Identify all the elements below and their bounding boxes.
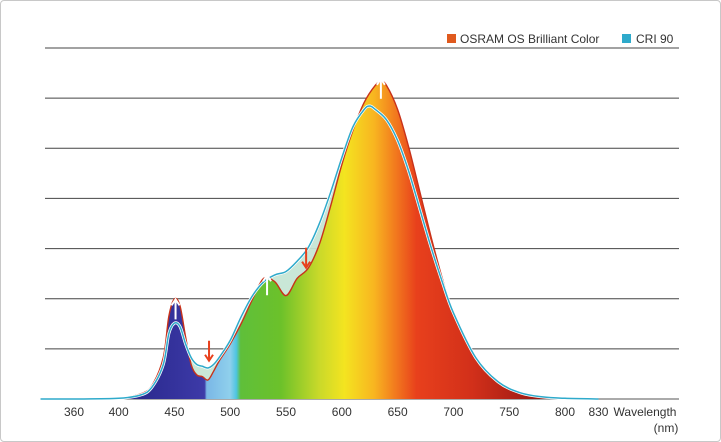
legend-label-cri90: CRI 90 — [636, 32, 674, 46]
annotation-arrows — [170, 76, 386, 363]
legend-swatch-cri90 — [622, 34, 631, 43]
x-tick-label: 600 — [332, 405, 352, 419]
x-axis-unit: (nm) — [654, 421, 679, 435]
x-axis-label: Wavelength — [614, 405, 677, 419]
annotation-arrow-up — [262, 273, 272, 296]
annotation-arrow-down — [301, 247, 311, 270]
x-tick-label: 830 — [588, 405, 608, 419]
arrow-head — [262, 273, 272, 282]
x-tick-label: 750 — [499, 405, 519, 419]
legend-swatch-osram — [447, 34, 456, 43]
x-tick-label: 500 — [220, 405, 240, 419]
annotation-arrow-up — [376, 76, 386, 99]
legend-label-osram: OSRAM OS Brilliant Color — [460, 32, 599, 46]
brilliant-area — [40, 81, 599, 400]
annotation-arrow-down — [204, 340, 214, 363]
series-line-cri90 — [40, 105, 599, 400]
arrow-head — [301, 261, 311, 270]
arrow-head — [376, 76, 386, 86]
x-tick-label: 550 — [276, 405, 296, 419]
x-tick-label: 450 — [164, 405, 184, 419]
x-tick-label: 650 — [388, 405, 408, 419]
arrow-head — [204, 354, 214, 363]
x-tick-label: 360 — [64, 405, 84, 419]
plot-area — [40, 81, 599, 400]
x-tick-label: 800 — [555, 405, 575, 419]
legend: OSRAM OS Brilliant Color CRI 90 — [447, 32, 674, 46]
x-axis-ticks: 360 400 450 500 550 600 650 700 750 800 830 — [64, 405, 609, 419]
x-tick-label: 700 — [443, 405, 463, 419]
arrow-head — [170, 297, 181, 306]
annotation-arrow-up — [170, 297, 181, 320]
x-axis-title: Wavelength (nm) — [614, 405, 679, 435]
x-tick-label: 400 — [109, 405, 129, 419]
